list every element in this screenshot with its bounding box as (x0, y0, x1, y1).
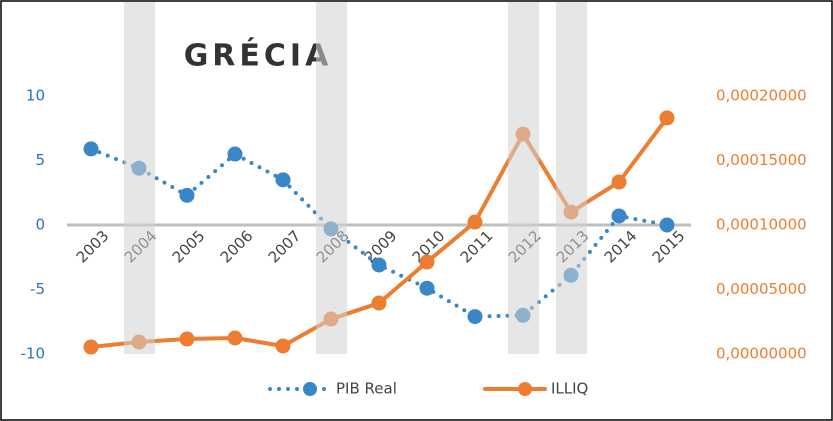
y2-tick-label: 0,00010000 (716, 216, 807, 234)
y-tick-label: 10 (26, 87, 45, 105)
legend-label: PIB Real (336, 380, 397, 398)
shaded-band (316, 2, 347, 354)
series-point (83, 339, 99, 355)
series-point (179, 187, 195, 203)
series-point (371, 257, 387, 273)
y2-tick-label: 0,00015000 (716, 151, 807, 169)
series-point (227, 330, 243, 346)
series-point (611, 174, 627, 190)
series-point (179, 331, 195, 347)
y2-tick-label: 0,00000000 (716, 345, 807, 363)
series-point (83, 141, 99, 157)
y-tick-label: 5 (35, 151, 45, 169)
legend-label: ILLIQ (551, 380, 588, 398)
y-tick-label: 0 (35, 216, 45, 234)
series-point (467, 309, 483, 325)
series-point (659, 217, 675, 233)
series-point (275, 172, 291, 188)
chart-title: GRÉCIA (184, 38, 333, 74)
series-point (419, 280, 435, 296)
shaded-band (508, 2, 539, 354)
series-point (611, 208, 627, 224)
series-point (275, 338, 291, 354)
y-tick-label: -5 (30, 280, 45, 298)
y-tick-label: -10 (21, 345, 46, 363)
legend-marker (518, 382, 532, 396)
series-point (467, 214, 483, 230)
series-point (659, 110, 675, 126)
series-point (419, 254, 435, 270)
shaded-band (124, 2, 155, 354)
series-point (227, 146, 243, 162)
y2-tick-label: 0,00020000 (716, 87, 807, 105)
series-point (371, 295, 387, 311)
shaded-band (556, 2, 587, 354)
legend-marker (303, 382, 317, 396)
y2-tick-label: 0,00005000 (716, 280, 807, 298)
